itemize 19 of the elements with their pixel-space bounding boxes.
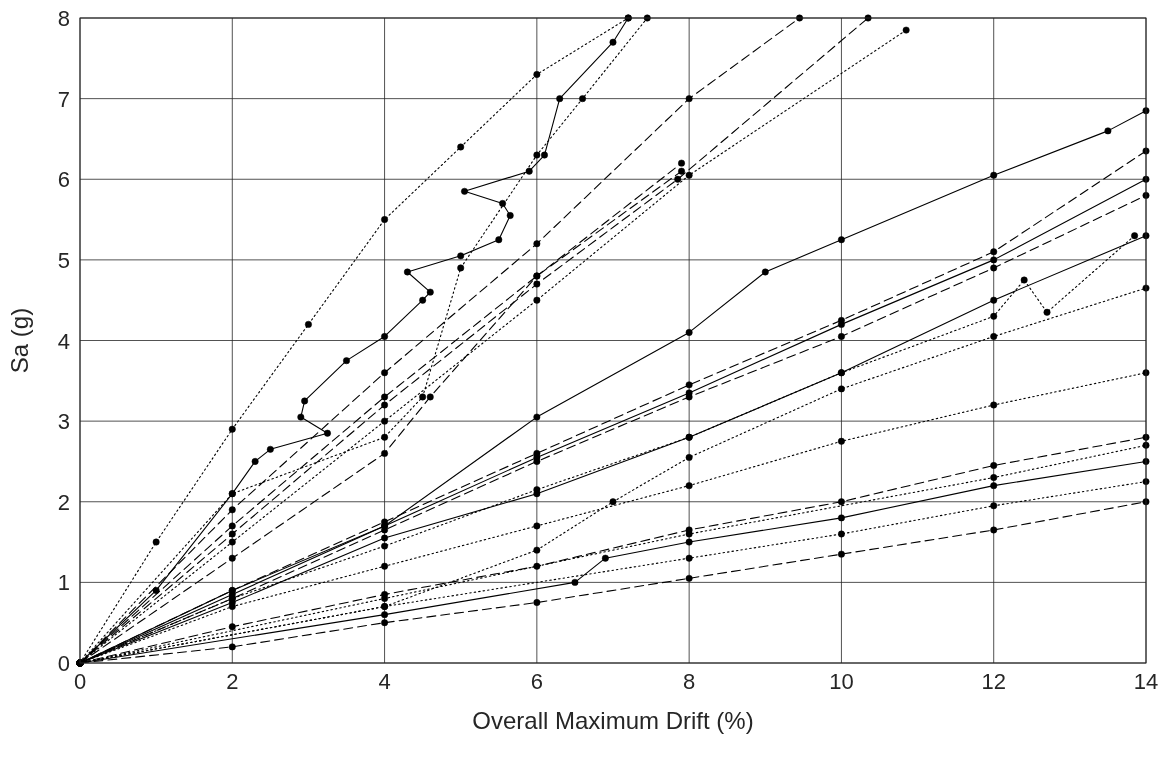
y-tick-label: 2 [57, 489, 70, 515]
x-tick-label: 14 [1133, 669, 1159, 694]
y-tick-label: 4 [57, 328, 70, 354]
y-tick-label: 7 [57, 86, 70, 112]
y-tick-label: 3 [57, 409, 70, 435]
x-axis-title: Overall Maximum Drift (%) [472, 707, 754, 734]
x-tick-label: 4 [378, 669, 391, 694]
y-axis-title: Sa (g) [6, 307, 33, 374]
x-tick-label: 6 [530, 669, 543, 694]
y-tick-label: 5 [57, 247, 70, 273]
x-tick-label: 2 [226, 669, 239, 694]
y-tick-label: 1 [57, 570, 70, 596]
x-tick-label: 10 [829, 669, 854, 694]
y-tick-label: 8 [57, 6, 70, 31]
y-tick-label: 6 [57, 167, 70, 193]
x-tick-label: 12 [981, 669, 1006, 694]
x-tick-label: 8 [683, 669, 696, 694]
y-tick-label: 0 [57, 651, 70, 676]
x-tick-label: 0 [73, 669, 87, 694]
